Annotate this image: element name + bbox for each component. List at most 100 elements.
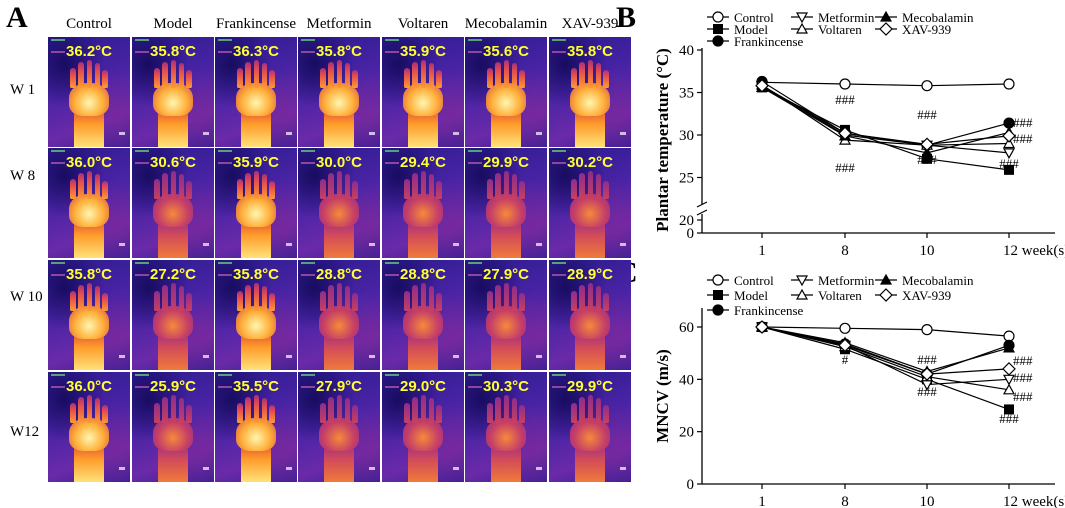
y-tick-label: 40 <box>679 372 694 388</box>
finger-shape <box>587 395 594 423</box>
finger-shape <box>344 174 351 199</box>
camera-overlay-marker <box>135 39 149 53</box>
thermal-image: 27.2°C <box>132 260 214 370</box>
data-point-diamond <box>920 367 934 381</box>
finger-shape <box>320 67 326 88</box>
finger-shape <box>162 285 169 311</box>
paw-shape <box>570 83 610 117</box>
paw-shape <box>570 194 610 228</box>
thermal-image: 27.9°C <box>298 372 380 482</box>
temperature-readout: 35.9°C <box>232 154 280 171</box>
finger-shape <box>428 286 435 311</box>
finger-shape <box>328 173 335 199</box>
series-line <box>761 85 1010 145</box>
finger-shape <box>603 293 609 311</box>
scale-mark <box>620 355 626 358</box>
legend-label: Metformin <box>818 10 875 25</box>
y-tick-label: 30 <box>679 128 694 144</box>
series-line <box>761 326 1010 373</box>
finger-shape <box>178 174 185 199</box>
finger-shape <box>344 63 351 88</box>
paw-shape <box>69 194 109 228</box>
temperature-readout: 36.0°C <box>65 154 113 171</box>
temperature-readout: 28.8°C <box>399 266 447 283</box>
finger-shape <box>186 70 192 88</box>
temperature-readout: 30.6°C <box>149 154 197 171</box>
x-tick-label: 1 <box>758 243 766 259</box>
data-point-diamond <box>879 288 893 302</box>
camera-overlay-marker <box>135 150 149 164</box>
scale-mark <box>536 355 542 358</box>
finger-shape <box>603 405 609 423</box>
finger-shape <box>253 283 260 311</box>
finger-shape <box>78 173 85 199</box>
thermal-image: 29.9°C <box>465 148 547 258</box>
data-point-square <box>713 290 723 300</box>
data-point-circle-open <box>839 322 851 334</box>
thermal-image: 30.0°C <box>298 148 380 258</box>
thermal-image: 29.4°C <box>382 148 464 258</box>
temperature-readout: 35.6°C <box>482 43 530 60</box>
temperature-readout: 29.0°C <box>399 378 447 395</box>
finger-shape <box>587 171 594 199</box>
scale-mark <box>453 132 459 135</box>
plantar-temperature-chart: 020 25 30 35 40 1 8 10 12 week(s) Plantar tempera… <box>653 10 1065 259</box>
temperature-readout: 35.8°C <box>65 266 113 283</box>
thermal-image: 28.8°C <box>382 260 464 370</box>
y-axis-title: MNCV (m/s) <box>653 349 672 443</box>
thermal-image: 36.0°C <box>48 148 130 258</box>
temperature-readout: 28.8°C <box>315 266 363 283</box>
camera-overlay-marker <box>301 39 315 53</box>
legend-label: Metformin <box>818 273 875 288</box>
significance-annotation: ### <box>917 107 937 122</box>
finger-shape <box>261 286 268 311</box>
camera-overlay-marker <box>385 150 399 164</box>
paw-shape <box>403 418 443 452</box>
finger-shape <box>253 60 260 88</box>
finger-shape <box>519 405 525 423</box>
finger-shape <box>595 63 602 88</box>
y-axis-title: Plantar temperature (°C) <box>653 48 672 232</box>
scale-mark <box>453 467 459 470</box>
finger-shape <box>503 395 510 423</box>
scale-mark <box>286 355 292 358</box>
finger-shape <box>86 171 93 199</box>
x-tick-label: 10 <box>920 243 935 259</box>
finger-shape <box>261 174 268 199</box>
data-point-circle-open <box>1003 330 1015 342</box>
paw-shape <box>486 83 526 117</box>
data-point-circle-open <box>921 324 933 336</box>
x-tick-label: 12 week(s) <box>1003 494 1065 508</box>
finger-shape <box>344 398 351 423</box>
scale-mark <box>286 467 292 470</box>
finger-shape <box>78 62 85 88</box>
camera-overlay-marker <box>51 262 65 276</box>
paw-shape <box>153 306 193 340</box>
thermal-image: 35.6°C <box>465 37 547 147</box>
paw-shape <box>153 83 193 117</box>
finger-shape <box>336 60 343 88</box>
scale-mark <box>369 243 375 246</box>
finger-shape <box>420 395 427 423</box>
finger-shape <box>412 285 419 311</box>
finger-shape <box>519 181 525 199</box>
data-point-square <box>713 24 723 34</box>
paw-shape <box>319 83 359 117</box>
scale-mark <box>119 467 125 470</box>
data-point-triangle-down <box>795 275 809 287</box>
finger-shape <box>328 397 335 423</box>
finger-shape <box>579 285 586 311</box>
finger-shape <box>336 395 343 423</box>
x-tick-label: 10 <box>920 494 935 508</box>
y-tick-label: 40 <box>679 43 694 59</box>
data-point-triangle-up <box>879 10 893 22</box>
finger-shape <box>595 286 602 311</box>
finger-shape <box>328 285 335 311</box>
finger-shape <box>595 398 602 423</box>
finger-shape <box>511 63 518 88</box>
finger-shape <box>320 402 326 423</box>
legend-label: Control <box>734 273 774 288</box>
finger-shape <box>70 178 76 199</box>
y-tick-label: 0 <box>687 226 695 242</box>
temperature-readout: 36.3°C <box>232 43 280 60</box>
